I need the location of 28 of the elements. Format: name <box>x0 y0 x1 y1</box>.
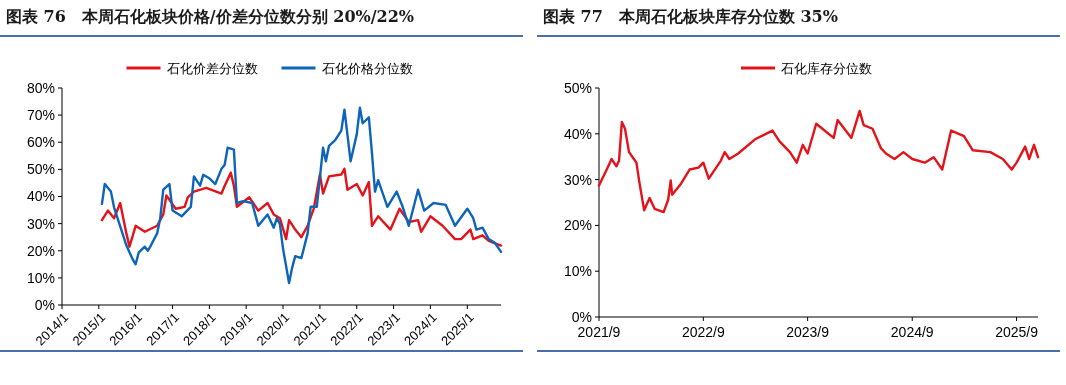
y-tick-label: 40% <box>26 188 55 205</box>
y-tick-label: 40% <box>563 125 592 142</box>
y-tick-label: 10% <box>563 263 592 280</box>
y-tick-label: 20% <box>563 217 592 234</box>
y-tick-label: 20% <box>26 242 55 259</box>
y-tick-label: 70% <box>26 107 55 124</box>
y-tick-label: 30% <box>563 171 592 188</box>
y-tick-label: 80% <box>26 79 55 96</box>
legend-label: 石化库存分位数 <box>781 60 872 76</box>
legend-label: 石化价差分位数 <box>166 60 258 76</box>
y-tick-label: 0% <box>34 296 55 313</box>
x-tick-label: 2024/9 <box>890 324 934 340</box>
y-tick-label: 10% <box>26 269 55 286</box>
x-tick-label: 2022/9 <box>681 324 725 340</box>
x-tick-label: 2023/9 <box>786 324 830 340</box>
x-tick-label: 2025/9 <box>995 324 1039 340</box>
line-series <box>597 109 1040 214</box>
y-tick-label: 30% <box>26 215 55 232</box>
chart-title: 图表 76 本周石化板块价格/价差分位数分别 20%/22% <box>6 7 415 26</box>
y-tick-label: 60% <box>26 134 55 151</box>
y-tick-label: 50% <box>563 79 592 96</box>
x-tick-label: 2021/9 <box>577 324 621 340</box>
y-tick-label: 0% <box>571 308 592 325</box>
line-series <box>100 106 503 285</box>
chart-title: 图表 77 本周石化板块库存分位数 35% <box>543 7 838 26</box>
y-tick-label: 50% <box>26 161 55 178</box>
line-series <box>100 167 503 248</box>
legend-label: 石化价格分位数 <box>321 60 413 76</box>
